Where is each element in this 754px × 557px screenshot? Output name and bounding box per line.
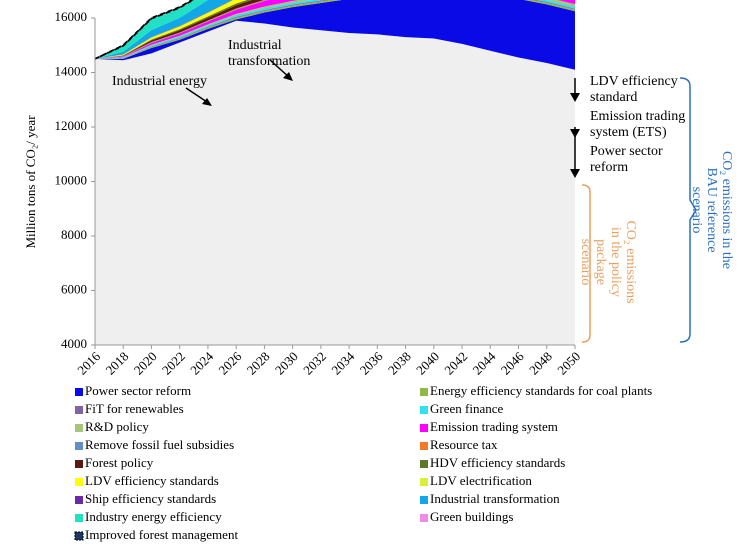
area (95, 0, 232, 59)
area (95, 0, 253, 59)
legend-swatch (420, 406, 428, 414)
y-tick-label: 10000 (55, 172, 88, 187)
annotation: Industrial (228, 38, 282, 53)
legend-swatch (420, 424, 428, 432)
x-tick-label: 2046 (498, 348, 527, 377)
annotation: reform (590, 160, 628, 175)
annotation: Emission trading (590, 109, 685, 124)
policy-brace (581, 184, 591, 343)
x-tick-label: 2044 (470, 348, 499, 377)
annotation: system (ETS) (590, 125, 667, 140)
legend-swatch (75, 406, 83, 414)
area (95, 0, 575, 70)
legend-swatch (420, 388, 428, 396)
legend-swatch (75, 496, 83, 504)
legend-label: FiT for renewables (85, 401, 184, 416)
brace-label: scenario (689, 187, 704, 234)
legend-label: Remove fossil fuel subsidies (85, 437, 234, 452)
arrow-head (570, 129, 580, 138)
bau-brace (679, 77, 697, 343)
area (95, 0, 236, 59)
legend-label: Improved forest management (85, 527, 238, 542)
area (95, 0, 264, 59)
y-tick-label: 14000 (55, 63, 88, 78)
x-tick-label: 2042 (441, 349, 470, 378)
annotation: LDV efficiency (590, 74, 678, 89)
legend-swatch (420, 496, 428, 504)
brace-label: BAU reference (704, 167, 719, 252)
legend-label: LDV electrification (430, 473, 532, 488)
legend-label: Industry energy efficiency (85, 509, 222, 524)
arrow-head (202, 98, 212, 106)
y-tick-label: 12000 (55, 118, 88, 133)
legend-label: Ship efficiency standards (85, 491, 216, 506)
legend-label: R&D policy (85, 419, 149, 434)
x-tick-label: 2024 (187, 348, 216, 377)
legend-swatch (75, 460, 83, 468)
legend-label: LDV efficiency standards (85, 473, 219, 488)
legend-swatch (75, 514, 83, 522)
arrow-heads (202, 72, 580, 178)
x-tick-label: 2038 (385, 349, 414, 378)
x-tick-label: 2018 (102, 349, 131, 378)
legend-swatch (420, 478, 428, 486)
annotation: Industrial energy (112, 74, 207, 89)
legend-swatch (75, 424, 83, 432)
legend-swatch (420, 514, 428, 522)
y-tick-label: 4000 (61, 336, 87, 351)
legend-swatch (75, 442, 83, 450)
legend-swatch (75, 388, 83, 396)
x-tick-label: 2020 (131, 349, 160, 378)
legend-swatch (420, 442, 428, 450)
x-tick-label: 2028 (244, 349, 273, 378)
arrow-head (570, 93, 580, 102)
legend-swatch (420, 460, 428, 468)
x-tick-label: 2040 (413, 349, 442, 378)
area (95, 20, 575, 345)
legend-label: HDV efficiency standards (430, 455, 565, 470)
arrow-head (570, 169, 580, 178)
y-tick-label: 6000 (61, 281, 87, 296)
area (95, 0, 248, 59)
annotation: standard (590, 90, 637, 105)
y-tick-label: 16000 (55, 9, 88, 24)
legend-label: Power sector reform (85, 383, 191, 398)
legend-label: Industrial transformation (430, 491, 560, 506)
x-tick-label: 2034 (328, 348, 357, 377)
brace-label: CO₂ emissions (623, 220, 638, 303)
brace-label: CO₂ emissions in the (719, 151, 734, 269)
x-tick-label: 2022 (159, 349, 188, 378)
annotation: transformation (228, 54, 310, 69)
brace-label: package (593, 239, 608, 285)
y-axis-label: Million tons of CO₂/ year (23, 115, 38, 249)
x-tick-label: 2032 (300, 349, 329, 378)
legend-label: Energy efficiency standards for coal pla… (430, 383, 652, 398)
x-tick-label: 2026 (215, 348, 244, 377)
area (95, 0, 575, 59)
area (95, 0, 208, 59)
legend-swatch (74, 531, 84, 541)
x-tick-label: 2048 (526, 349, 555, 378)
y-tick-label: 8000 (61, 227, 87, 242)
plot-area (94, 0, 575, 345)
x-tick-label: 2050 (554, 349, 583, 378)
legend-swatch (75, 478, 83, 486)
x-tick-label: 2030 (272, 349, 301, 378)
legend-label: Emission trading system (430, 419, 558, 434)
annotation: Power sector (590, 144, 663, 159)
legend-label: Green finance (430, 401, 503, 416)
legend-label: Green buildings (430, 509, 513, 524)
brace-label: in the policy (608, 227, 623, 297)
brace-label: scenario (578, 239, 593, 286)
legend-label: Resource tax (430, 437, 498, 452)
arrow-head (283, 72, 293, 81)
legend-label: Forest policy (85, 455, 154, 470)
x-tick-label: 2036 (357, 348, 386, 377)
x-tick-label: 2016 (74, 348, 103, 377)
